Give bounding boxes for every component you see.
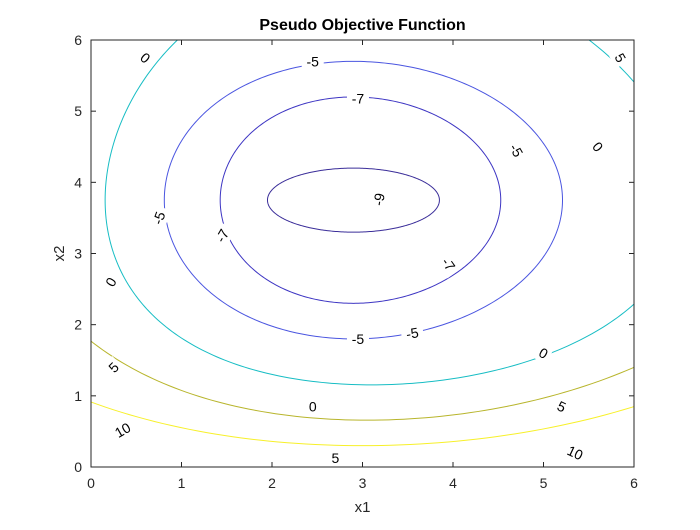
contour-lines bbox=[91, 40, 634, 447]
x-axis-label: x1 bbox=[355, 499, 371, 516]
x-tick-label: 4 bbox=[449, 475, 457, 491]
contour-label-group: -5 bbox=[346, 329, 369, 348]
contour-line-5 bbox=[91, 340, 634, 421]
contour-label-group: -7 bbox=[208, 221, 236, 250]
y-tick-label: 0 bbox=[74, 459, 82, 475]
contour-label-group: -7 bbox=[434, 249, 463, 279]
contour-label-group: -5 bbox=[399, 322, 425, 344]
contour-label-mask bbox=[609, 47, 632, 69]
y-tick-label: 2 bbox=[74, 317, 82, 333]
contour-label-mask bbox=[368, 187, 390, 212]
contour-label: -5 bbox=[405, 324, 420, 342]
contour-label-group: 0 bbox=[532, 341, 555, 365]
contour-line-neg9 bbox=[266, 167, 440, 233]
contour-label-group: 10 bbox=[108, 416, 137, 444]
contour-label-mask bbox=[346, 329, 369, 348]
contour-label: -9 bbox=[370, 192, 388, 207]
x-tick-label: 5 bbox=[540, 475, 548, 491]
contour-label-mask bbox=[346, 89, 369, 108]
x-tick-label: 1 bbox=[178, 475, 186, 491]
contour-label-mask bbox=[586, 135, 610, 158]
contour-label-mask bbox=[134, 46, 157, 70]
chart-title: Pseudo Objective Function bbox=[259, 17, 465, 34]
contour-label: 10 bbox=[565, 442, 586, 463]
contour-label-group: 0 bbox=[305, 397, 320, 416]
contour-label-group: 0 bbox=[134, 46, 157, 70]
y-tick-label: 3 bbox=[74, 246, 82, 262]
contour-label-mask bbox=[208, 221, 236, 250]
contour-label-mask bbox=[108, 416, 137, 444]
contour-label-mask bbox=[434, 249, 463, 279]
contour-label-group: -7 bbox=[346, 89, 369, 108]
x-tick-label: 6 bbox=[630, 475, 638, 491]
y-tick-label: 1 bbox=[74, 388, 82, 404]
contour-label: 10 bbox=[112, 419, 134, 441]
contour-label-group: -5 bbox=[146, 204, 172, 232]
y-tick-label: 5 bbox=[74, 103, 82, 119]
contour-label-mask bbox=[305, 397, 320, 416]
contour-label-mask bbox=[146, 204, 172, 232]
contour-label-mask bbox=[532, 341, 555, 365]
x-tick-label: 3 bbox=[359, 475, 367, 491]
contour-label-group: -5 bbox=[301, 52, 324, 71]
contour-label: -7 bbox=[352, 90, 365, 106]
plot-area-background bbox=[91, 40, 634, 467]
contour-line-0 bbox=[104, 40, 634, 386]
y-axis-label: x2 bbox=[51, 246, 68, 262]
y-tick-label: 4 bbox=[74, 174, 82, 190]
contour-label: -5 bbox=[307, 53, 320, 69]
x-tick-label: 2 bbox=[268, 475, 276, 491]
contour-label: 0 bbox=[309, 399, 317, 415]
contour-label-mask bbox=[328, 448, 343, 467]
contour-label: -5 bbox=[149, 209, 168, 226]
contour-label-mask bbox=[399, 322, 425, 344]
contour-label-group: 5 bbox=[609, 47, 632, 69]
contour-line-neg7 bbox=[219, 96, 502, 304]
contour-label-group: 10 bbox=[561, 439, 589, 466]
contour-label-group: -5 bbox=[503, 136, 530, 165]
contour-label-group: 0 bbox=[99, 271, 123, 293]
contour-labels: -9 -7 -7 -7 -5 -5 -5 -5 -5 0 0 0 0 0 5 5 5 5 10 10 bbox=[99, 46, 632, 467]
contour-label: -5 bbox=[352, 331, 365, 347]
y-tick-label: 6 bbox=[74, 32, 82, 48]
contour-label: 5 bbox=[331, 450, 339, 466]
contour-label-group: 5 bbox=[551, 395, 572, 418]
contour-label-group: 0 bbox=[586, 135, 610, 158]
x-axis-ticks: 0 1 2 3 4 5 6 bbox=[87, 40, 638, 491]
contour-label-mask bbox=[561, 439, 589, 466]
contour-label-group: 5 bbox=[328, 448, 343, 467]
contour-label-mask bbox=[301, 52, 324, 71]
y-axis-ticks: 0 1 2 3 4 5 6 bbox=[74, 32, 634, 475]
contour-line-neg5 bbox=[163, 60, 564, 340]
contour-label-group: -9 bbox=[368, 187, 390, 212]
contour-label-group: 5 bbox=[102, 356, 125, 379]
x-tick-label: 0 bbox=[87, 475, 95, 491]
contour-label-mask bbox=[102, 356, 125, 379]
contour-label-mask bbox=[551, 395, 572, 418]
contour-label-mask bbox=[503, 136, 530, 165]
contour-label-mask bbox=[99, 271, 123, 293]
